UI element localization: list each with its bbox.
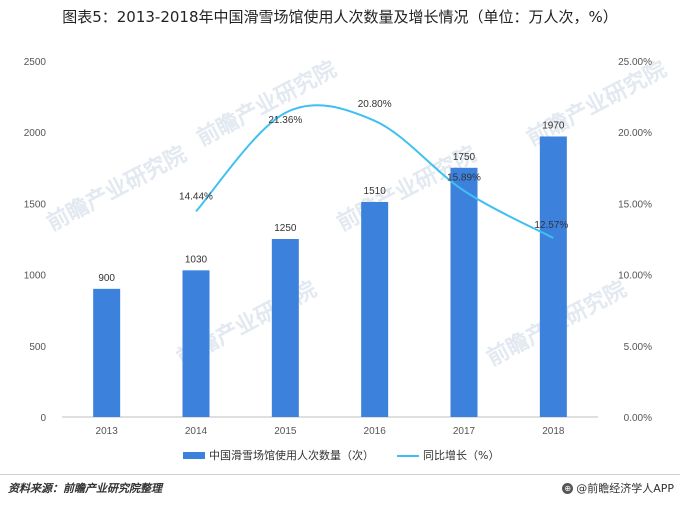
chart-title: 图表5：2013-2018年中国滑雪场馆使用人次数量及增长情况（单位：万人次，%…	[62, 8, 618, 26]
y-left-tick-label: 1500	[24, 199, 47, 210]
bar-data-label: 1510	[364, 186, 387, 197]
y-right-tick-label: 10.00%	[618, 271, 652, 282]
bar-data-label: 900	[98, 273, 115, 284]
growth-line	[195, 104, 554, 239]
y-left-tick-label: 500	[29, 342, 46, 353]
bar-data-label: 1250	[274, 223, 297, 234]
y-left-tick-label: 0	[40, 413, 46, 424]
brand-text: @前瞻经济学人APP	[576, 482, 674, 495]
x-tick-label: 2017	[453, 426, 476, 437]
x-tick-label: 2014	[185, 426, 208, 437]
brand-logo-icon: ⊕	[562, 482, 574, 494]
x-tick-label: 2016	[364, 426, 387, 437]
y-right-tick-label: 15.00%	[618, 199, 652, 210]
y-right-tick-label: 25.00%	[618, 57, 652, 68]
x-tick-label: 2015	[274, 426, 297, 437]
footer-divider	[0, 474, 680, 475]
bar	[271, 239, 299, 417]
bar	[182, 270, 210, 417]
line-data-label: 14.44%	[179, 191, 213, 202]
y-right-tick-label: 20.00%	[618, 128, 652, 139]
y-left-tick-label: 2500	[24, 57, 47, 68]
legend-bar-label: 中国滑雪场馆使用人次数量（次）	[209, 448, 374, 462]
line-data-label: 15.89%	[447, 173, 481, 184]
brand-credit: ⊕ @前瞻经济学人APP	[562, 480, 674, 496]
x-tick-label: 2013	[96, 426, 119, 437]
bar-data-label: 1030	[185, 254, 208, 265]
bar	[450, 167, 478, 417]
y-left-tick-label: 1000	[24, 271, 47, 282]
watermark: 前瞻产业研究院	[193, 56, 341, 151]
combo-chart: 前瞻产业研究院前瞻产业研究院前瞻产业研究院前瞻产业研究院前瞻产业研究院前瞻产业研…	[24, 56, 671, 462]
line-data-label: 21.36%	[268, 115, 302, 126]
x-tick-label: 2018	[542, 426, 565, 437]
legend-bar-swatch	[183, 452, 205, 459]
line-data-label: 12.57%	[534, 220, 568, 231]
bar-data-label: 1970	[542, 120, 565, 131]
y-right-tick-label: 5.00%	[624, 342, 652, 353]
bar	[93, 288, 121, 417]
bar	[361, 201, 389, 417]
line-data-label: 20.80%	[358, 99, 392, 110]
source-note: 资料来源：前瞻产业研究院整理	[8, 482, 162, 495]
legend-line-label: 同比增长（%）	[423, 448, 499, 462]
y-left-tick-label: 2000	[24, 128, 47, 139]
bar	[539, 136, 567, 418]
watermark: 前瞻产业研究院	[43, 141, 191, 236]
bar-data-label: 1750	[453, 152, 476, 163]
y-right-tick-label: 0.00%	[624, 413, 652, 424]
